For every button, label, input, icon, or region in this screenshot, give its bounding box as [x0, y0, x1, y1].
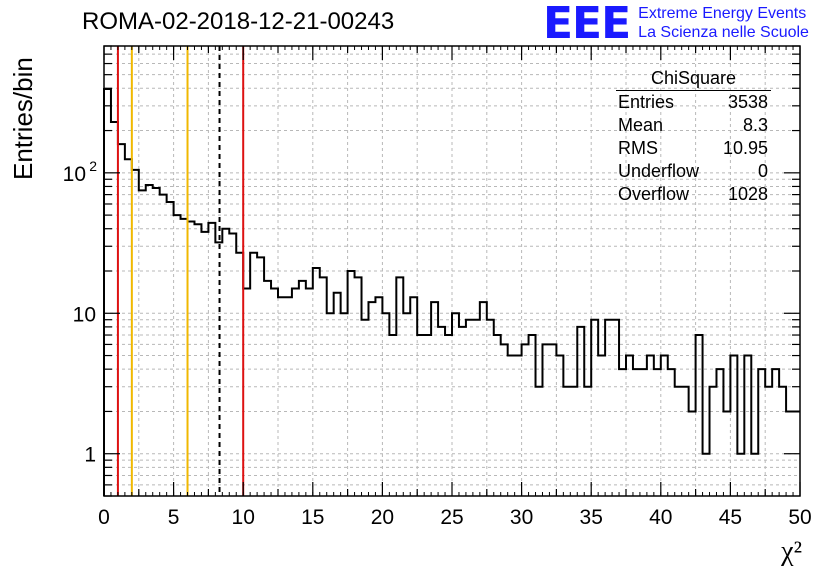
- logo-mark: EEE: [543, 0, 631, 49]
- stats-value: 10.95: [722, 138, 768, 158]
- eee-logo: EEE Extreme Energy Events La Scienza nel…: [543, 2, 809, 46]
- stats-title: ChiSquare: [616, 66, 771, 91]
- stats-value: 3538: [727, 92, 768, 112]
- stats-box: ChiSquare Entries 3538 Mean 8.3 RMS 10.9…: [612, 66, 780, 206]
- x-tick-label: 35: [580, 506, 603, 529]
- y-tick-exponent: 2: [89, 158, 97, 174]
- stats-value: 0: [757, 161, 768, 181]
- stats-row-mean: Mean 8.3: [612, 114, 780, 137]
- x-tick-label: 5: [168, 506, 180, 529]
- x-tick-label: 50: [788, 506, 811, 529]
- reference-lines: [116, 46, 245, 496]
- stats-label: Overflow: [618, 184, 690, 204]
- stats-label: Underflow: [618, 161, 700, 181]
- x-tick-label: 30: [510, 506, 533, 529]
- y-tick-label: 10: [63, 163, 86, 186]
- x-tick-label: 15: [301, 506, 324, 529]
- y-tick-label: 10: [73, 303, 96, 326]
- stats-row-rms: RMS 10.95: [612, 137, 780, 160]
- logo-text: Extreme Energy Events La Scienza nelle S…: [638, 4, 809, 42]
- chart-title: ROMA-02-2018-12-21-00243: [82, 8, 395, 35]
- y-tick-label: 1: [84, 444, 96, 467]
- axis-ticks: [103, 45, 801, 497]
- x-tick-label: 40: [649, 506, 672, 529]
- x-tick-label: 10: [232, 506, 255, 529]
- stats-row-underflow: Underflow 0: [612, 160, 780, 183]
- logo-line-1: Extreme Energy Events: [638, 5, 807, 22]
- stats-label: Entries: [618, 92, 675, 112]
- x-tick-label: 25: [440, 506, 463, 529]
- stats-value: 8.3: [742, 115, 768, 135]
- stats-row-entries: Entries 3538: [612, 91, 780, 114]
- logo-line-2: La Scienza nelle Scuole: [638, 24, 809, 41]
- stats-value: 1028: [727, 184, 768, 204]
- x-axis-label: χ²: [781, 536, 802, 567]
- x-tick-label: 20: [371, 506, 394, 529]
- stats-label: RMS: [618, 138, 658, 158]
- stats-label: Mean: [618, 115, 664, 135]
- y-axis-label: Entries/bin: [8, 57, 38, 180]
- stats-row-overflow: Overflow 1028: [612, 183, 780, 206]
- histogram: [103, 88, 800, 496]
- x-tick-label: 0: [98, 506, 110, 529]
- x-tick-label: 45: [719, 506, 742, 529]
- histogram-outline: [103, 88, 800, 496]
